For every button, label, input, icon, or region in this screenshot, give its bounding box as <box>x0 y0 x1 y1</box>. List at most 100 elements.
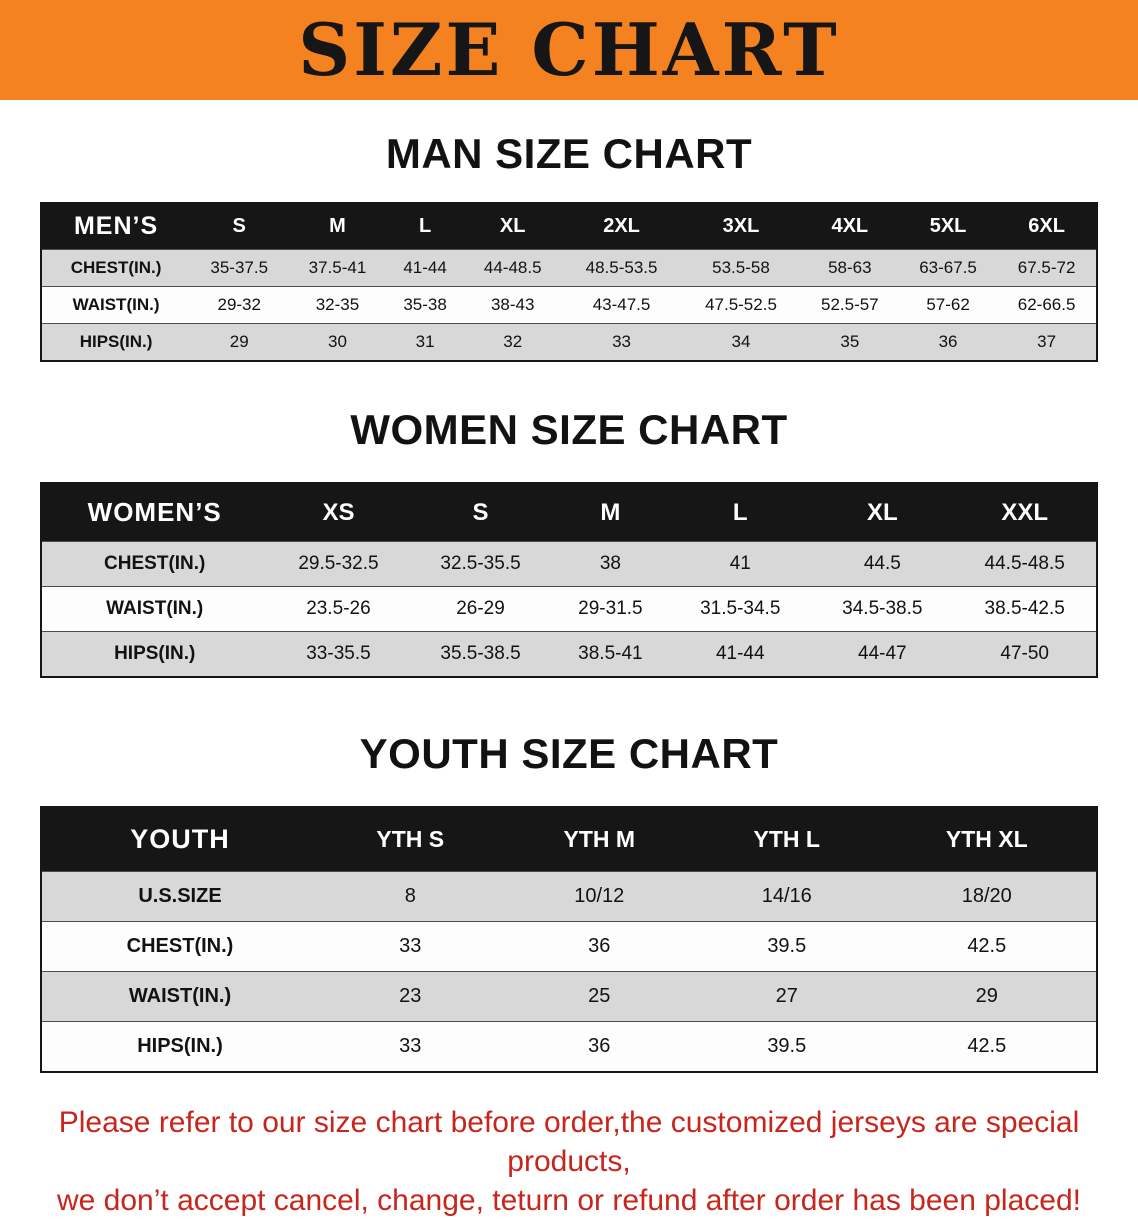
size-value: 31 <box>415 332 435 351</box>
size-column-header: YTH L <box>753 826 820 852</box>
size-value: 44.5-48.5 <box>984 553 1065 574</box>
women-size-section: WOMEN SIZE CHART WOMEN’S XS S M L XL XXL CHEST(… <box>0 406 1138 678</box>
size-value: 30 <box>328 332 347 351</box>
size-column-header: L <box>418 215 432 237</box>
size-value: 36 <box>588 935 611 957</box>
size-column-header: L <box>732 498 748 526</box>
size-value: 37.5-41 <box>308 258 367 277</box>
size-value: 23.5-26 <box>306 598 371 619</box>
size-value: 34 <box>731 332 751 351</box>
size-value: 29 <box>975 985 998 1007</box>
size-value: 44-48.5 <box>483 258 542 277</box>
men-size-section: MAN SIZE CHART MEN’S S M L XL 2XL 3XL 4XL 5XL 6XL… <box>0 130 1138 362</box>
size-column-header: S <box>232 215 246 237</box>
size-value: 39.5 <box>767 1035 807 1057</box>
measurement-label: WAIST(IN.) <box>72 295 160 314</box>
size-value: 27 <box>775 985 798 1007</box>
size-value: 14/16 <box>761 885 812 907</box>
measurement-row: CHEST(IN.) 29.5-32.5 32.5-35.5 38 41 44.5 44.5… <box>41 541 1097 587</box>
size-value: 26-29 <box>456 598 505 619</box>
size-column-header: S <box>472 498 489 526</box>
youth-size-section: YOUTH SIZE CHART YOUTH YTH S YTH M YTH L YTH… <box>0 730 1138 1073</box>
size-value: 67.5-72 <box>1017 258 1076 277</box>
size-value: 38-43 <box>490 295 535 314</box>
size-value: 25 <box>588 985 611 1007</box>
size-value: 47-50 <box>1000 643 1049 664</box>
table-header-row: MEN’S S M L XL 2XL 3XL 4XL 5XL 6XL <box>41 203 1097 250</box>
size-value: 63-67.5 <box>919 258 977 277</box>
size-column-header: XXL <box>1001 498 1049 526</box>
size-value: 31.5-34.5 <box>700 598 781 619</box>
disclaimer-line-2: we don’t accept cancel, change, teturn o… <box>57 1184 1081 1217</box>
women-size-table: WOMEN’S XS S M L XL XXL CHEST(IN.) 29.5-32.5 32.5… <box>40 482 1098 678</box>
women-section-heading: WOMEN SIZE CHART <box>350 406 788 453</box>
size-value: 62-66.5 <box>1017 295 1076 314</box>
size-value: 38 <box>599 553 621 574</box>
size-value: 58-63 <box>828 258 872 277</box>
size-value: 10/12 <box>574 885 625 907</box>
size-value: 35.5-38.5 <box>440 643 521 664</box>
size-value: 32 <box>503 332 523 351</box>
size-column-header: XS <box>322 498 355 526</box>
size-column-header: YTH XL <box>945 826 1028 852</box>
size-value: 32.5-35.5 <box>440 553 521 574</box>
table-header-row: WOMEN’S XS S M L XL XXL <box>41 483 1097 542</box>
size-value: 18/20 <box>961 885 1012 907</box>
size-value: 38.5-42.5 <box>984 598 1065 619</box>
table-category-label: WOMEN’S <box>87 497 222 527</box>
measurement-label: CHEST(IN.) <box>70 258 162 277</box>
size-value: 35 <box>840 332 860 351</box>
size-value: 41-44 <box>403 258 447 277</box>
measurement-label: HIPS(IN.) <box>137 1035 223 1057</box>
page-title: SIZE CHART <box>298 7 840 92</box>
measurement-label: CHEST(IN.) <box>126 935 234 957</box>
size-value: 36 <box>588 1035 611 1057</box>
size-value: 8 <box>404 885 416 907</box>
size-value: 33-35.5 <box>306 643 371 664</box>
measurement-row: WAIST(IN.) 23.5-26 26-29 29-31.5 31.5-34.5 34… <box>41 586 1097 632</box>
table-category-label: MEN’S <box>73 212 159 240</box>
measurement-row: HIPS(IN.) 29 30 31 32 33 34 35 36 37 <box>41 323 1097 361</box>
measurement-label: HIPS(IN.) <box>114 643 196 664</box>
size-value: 29.5-32.5 <box>298 553 379 574</box>
measurement-row: WAIST(IN.) 23 25 27 29 <box>41 971 1097 1022</box>
size-value: 32-35 <box>315 295 360 314</box>
men-size-table: MEN’S S M L XL 2XL 3XL 4XL 5XL 6XL CHEST(IN.) 35-37… <box>40 202 1098 362</box>
size-value: 42.5 <box>967 935 1007 957</box>
measurement-label: WAIST(IN.) <box>106 598 204 619</box>
size-column-header: XL <box>866 498 898 526</box>
size-value: 36 <box>938 332 958 351</box>
size-value: 41 <box>729 553 751 574</box>
table-category-label: YOUTH <box>130 824 230 854</box>
measurement-label: WAIST(IN.) <box>128 985 232 1007</box>
size-value: 41-44 <box>715 643 765 664</box>
size-value: 52.5-57 <box>820 295 879 314</box>
size-value: 29 <box>229 332 249 351</box>
size-value: 37 <box>1037 332 1057 351</box>
size-column-header: XL <box>499 215 526 237</box>
banner: SIZE CHART <box>0 0 1138 100</box>
size-value: 42.5 <box>967 1035 1007 1057</box>
size-value: 53.5-58 <box>712 258 770 277</box>
size-column-header: 3XL <box>722 215 760 237</box>
men-section-heading: MAN SIZE CHART <box>385 130 753 177</box>
youth-size-table: YOUTH YTH S YTH M YTH L YTH XL U.S.SIZE 8 10/12… <box>40 806 1098 1073</box>
size-value: 43-47.5 <box>592 295 651 314</box>
size-value: 47.5-52.5 <box>705 295 777 314</box>
measurement-row: U.S.SIZE 8 10/12 14/16 18/20 <box>41 871 1097 922</box>
table-header-row: YOUTH YTH S YTH M YTH L YTH XL <box>41 807 1097 872</box>
disclaimer-line-1: Please refer to our size chart before or… <box>58 1106 1080 1178</box>
measurement-row: CHEST(IN.) 35-37.5 37.5-41 41-44 44-48.5 48.5… <box>41 249 1097 287</box>
size-column-header: 4XL <box>831 215 869 237</box>
youth-section-heading: YOUTH SIZE CHART <box>359 730 779 777</box>
measurement-row: CHEST(IN.) 33 36 39.5 42.5 <box>41 921 1097 972</box>
size-value: 35-38 <box>403 295 447 314</box>
measurement-row: HIPS(IN.) 33-35.5 35.5-38.5 38.5-41 41-44 44-… <box>41 631 1097 677</box>
size-column-header: 5XL <box>929 215 967 237</box>
measurement-label: HIPS(IN.) <box>79 332 153 351</box>
size-value: 57-62 <box>926 295 970 314</box>
size-column-header: YTH S <box>376 826 445 852</box>
size-value: 29-31.5 <box>578 598 643 619</box>
size-column-header: YTH M <box>563 826 636 852</box>
